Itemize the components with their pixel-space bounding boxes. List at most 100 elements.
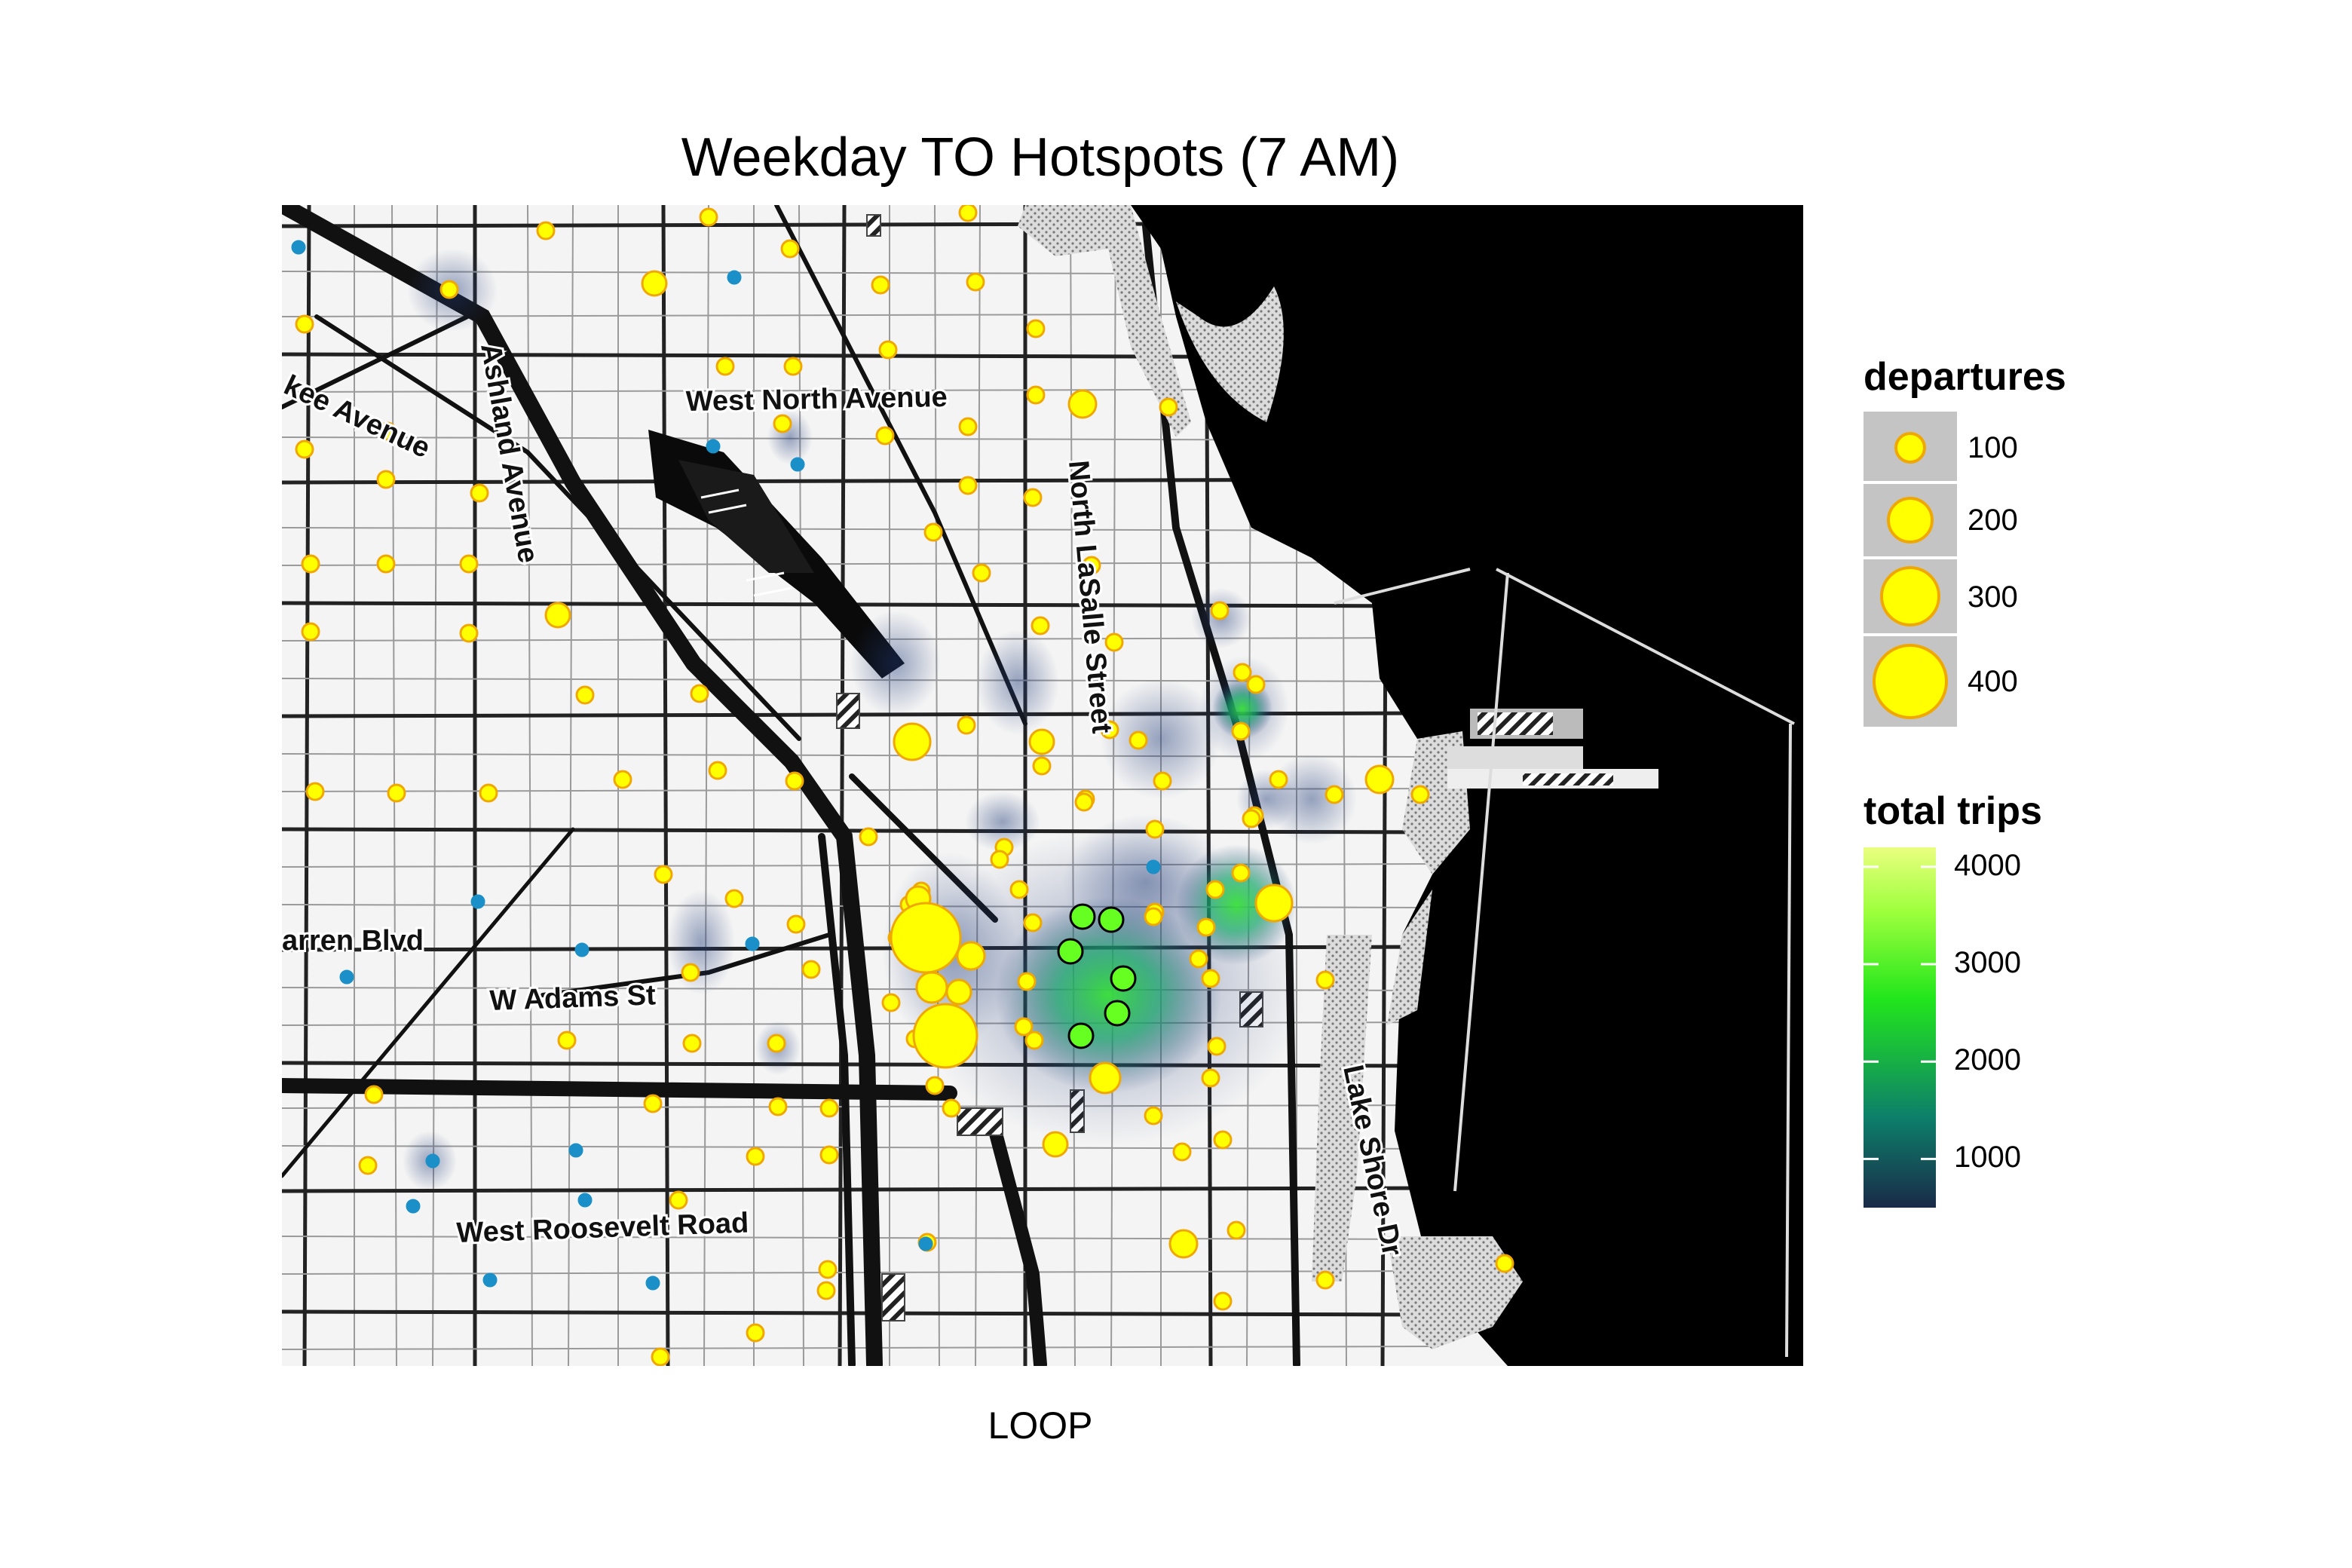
size-legend-label: 300 — [1968, 580, 2018, 614]
station-point — [682, 1034, 702, 1053]
station-point — [819, 1145, 839, 1165]
station-point — [1014, 1017, 1034, 1037]
station-point — [859, 827, 878, 847]
station-point-small — [918, 1236, 933, 1251]
station-point-small — [706, 439, 721, 454]
station-point — [1325, 785, 1344, 804]
station-point-large — [912, 1003, 978, 1069]
street-label: W Adams St — [489, 979, 657, 1017]
station-point-small — [790, 457, 805, 472]
density-layer — [403, 249, 1357, 1191]
station-point — [1145, 819, 1165, 839]
station-point — [958, 476, 978, 495]
station-point-hot — [1057, 938, 1084, 965]
station-point — [1242, 809, 1261, 828]
station-point — [536, 221, 556, 240]
station-point — [1410, 785, 1430, 804]
station-point-small — [425, 1153, 440, 1168]
station-point — [1042, 1131, 1069, 1158]
station-point — [881, 993, 901, 1012]
station-point-small — [745, 936, 760, 951]
station-point — [785, 771, 804, 791]
station-point — [470, 483, 489, 503]
station-point — [1031, 616, 1050, 635]
colorbar-tick-label: 1000 — [1954, 1141, 2021, 1174]
station-point — [1233, 663, 1252, 682]
station-point — [783, 357, 803, 376]
legend-size-300 — [1880, 566, 1940, 626]
station-point-small — [406, 1199, 421, 1214]
station-point — [819, 1098, 839, 1118]
station-point — [786, 914, 806, 934]
station-point — [1315, 970, 1335, 990]
station-point — [1213, 1291, 1233, 1311]
station-point-large — [890, 902, 962, 974]
station-point-small — [568, 1143, 583, 1158]
station-point — [295, 314, 314, 334]
colorbar-tick-label: 2000 — [1954, 1043, 2021, 1077]
station-point — [1207, 1037, 1227, 1056]
color-legend-title: total trips — [1864, 789, 2042, 833]
station-point — [1254, 884, 1294, 923]
station-point — [768, 1097, 788, 1116]
size-legend — [1864, 412, 1957, 727]
station-point — [1210, 601, 1230, 620]
station-point-hot — [1067, 1022, 1095, 1049]
legend-size-200 — [1887, 497, 1934, 544]
street-label: West North Avenue — [685, 381, 948, 418]
station-point — [972, 563, 991, 583]
station-point — [1231, 721, 1251, 741]
station-point — [958, 205, 978, 222]
station-point — [958, 417, 978, 436]
station-point-hot — [1098, 906, 1125, 933]
station-point — [1100, 720, 1119, 740]
station-point — [651, 1347, 670, 1366]
station-point — [1205, 880, 1225, 899]
station-point — [1172, 1142, 1192, 1162]
station-point — [1023, 913, 1043, 933]
station-point — [575, 685, 595, 705]
station-point — [301, 622, 320, 642]
station-point — [1269, 770, 1288, 789]
station-point — [295, 439, 314, 459]
station-point — [544, 602, 571, 629]
station-point — [767, 1034, 786, 1053]
station-point — [1104, 632, 1124, 652]
station-point-large — [915, 971, 948, 1004]
station-point — [479, 783, 498, 803]
station-point — [724, 889, 744, 908]
station-point — [708, 761, 727, 780]
station-point — [459, 623, 479, 643]
street-label: arren Blvd — [282, 925, 424, 957]
station-point-small — [470, 894, 485, 909]
station-point — [1231, 863, 1251, 883]
station-point — [1032, 756, 1052, 776]
station-point — [1024, 1031, 1044, 1050]
station-point — [376, 470, 396, 489]
station-point — [643, 1094, 663, 1113]
station-point — [780, 239, 800, 259]
station-point — [1144, 1106, 1163, 1125]
station-point — [1023, 488, 1043, 507]
station-point — [746, 1147, 765, 1166]
size-legend-title: departures — [1864, 355, 2066, 399]
station-point — [1026, 385, 1046, 405]
legend-size-100 — [1894, 432, 1926, 464]
legend-size-400 — [1873, 644, 1948, 719]
station-point — [1201, 969, 1220, 988]
size-legend-label: 400 — [1968, 665, 2018, 698]
station-points — [291, 205, 1514, 1366]
station-point — [1074, 792, 1094, 812]
station-point-small — [727, 270, 742, 285]
station-point — [699, 207, 718, 227]
station-point-small — [577, 1193, 593, 1208]
station-point-small — [291, 240, 306, 255]
station-point — [378, 421, 397, 441]
station-point — [613, 770, 632, 789]
station-point — [654, 865, 673, 884]
station-point — [942, 1098, 961, 1118]
size-legend-label: 200 — [1968, 504, 2018, 537]
breakwater — [1334, 568, 1795, 1358]
station-point — [801, 960, 821, 979]
